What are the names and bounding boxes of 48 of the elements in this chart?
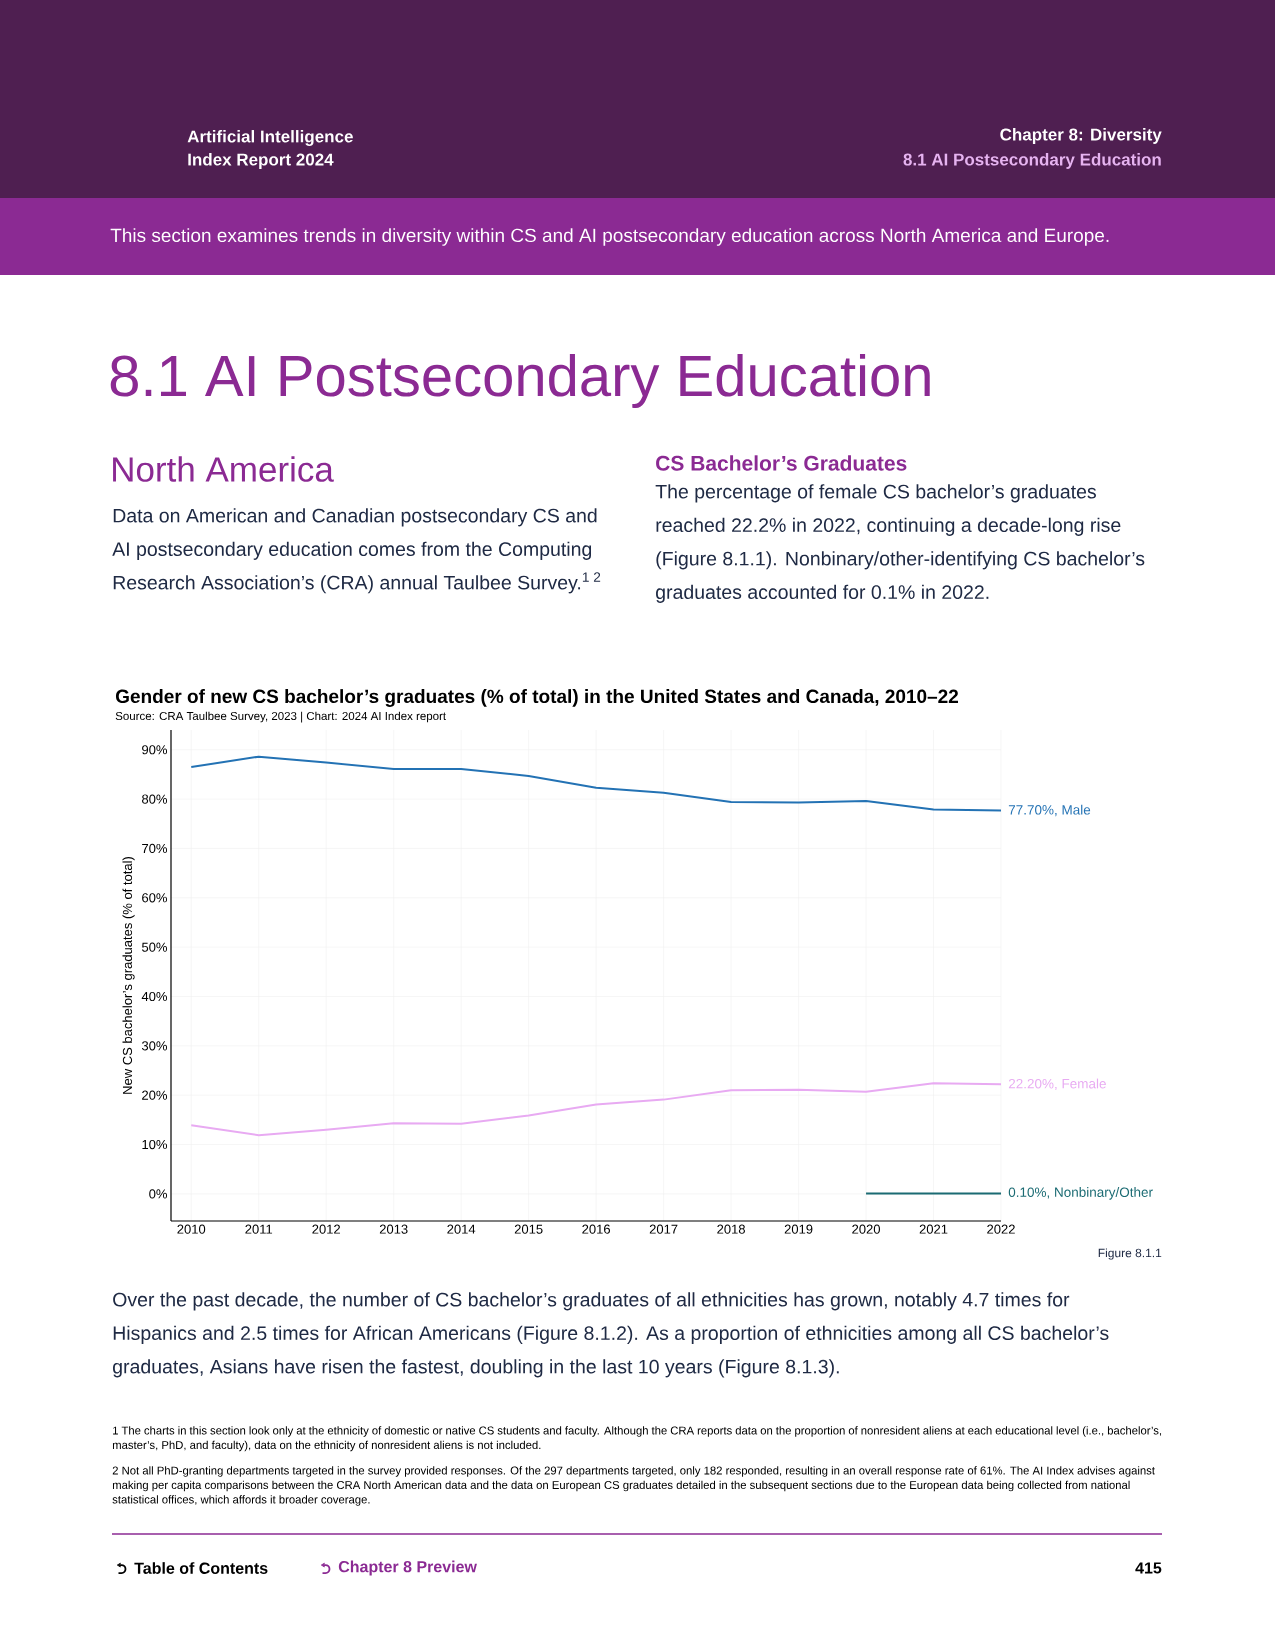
x-tick-label: 2011 xyxy=(245,1224,273,1234)
data-label: 0.10%, Nonbinary/Other xyxy=(1008,1187,1153,1200)
x-tick-label: 2012 xyxy=(312,1224,341,1234)
text: 415 xyxy=(1135,1562,1162,1574)
x-tick-label: 2020 xyxy=(852,1224,880,1234)
text: Over the past decade, the number of CS bachelor’s graduates of all ethnicities has grown, notably 4.7 times for Hispanics and 2.5 times for African Americans (Figure 8.1.2). As a proportion of ethnicities among all CS bachelor’s graduates, Asians have risen the fastest, doubling in the last 10 years (Figure 8.1.3). xyxy=(113,1292,1109,1378)
x-tick-label: 2021 xyxy=(919,1224,948,1234)
text: Index Report 2024 xyxy=(188,153,334,169)
x-tick-label: 2014 xyxy=(447,1224,476,1234)
text: Chapter 8 Preview xyxy=(338,1560,477,1576)
text: Data on American and Canadian postsecondary CS and AI postsecondary education comes from the Computing Research Association’s (CRA) annual Taulbee Survey.$^{1 2}$ xyxy=(112,508,601,594)
x-tick-label: 2013 xyxy=(379,1224,408,1234)
chart-title: Gender of new CS bachelor’s graduates (% of total) in the United States and Canada, 2010–22 xyxy=(115,689,959,707)
text: This section examines trends in diversity within CS and AI postsecondary education across North America and Europe. xyxy=(110,228,1109,246)
data-label: 77.70%, Male xyxy=(1008,804,1091,817)
line-series xyxy=(190,755,1003,812)
text: Table of Contents xyxy=(134,1562,268,1574)
text: CS Bachelor’s Graduates xyxy=(656,455,907,471)
y-tick-label: 40% xyxy=(141,991,168,1002)
y-axis-title: New CS bachelor’s graduates (% of total) xyxy=(122,857,135,1094)
y-tick-label: 20% xyxy=(142,1090,168,1100)
data-label: 22.20%, Female xyxy=(1008,1078,1106,1091)
y-tick-label: 50% xyxy=(141,942,168,952)
text: 2 Not all PhD-granting departments targeted in the survey provided responses. Of the 297 departments targeted, only 182 responded, resulting in an overall response rate of 61%. The AI Index advises against making per capita comparisons between the CRA North American data and the data on European CS graduates detailed in the subsequent sections due to the European data being collected from national statistical offices, which affords it broader coverage. xyxy=(112,1466,1155,1506)
x-tick-label: 2018 xyxy=(717,1224,745,1234)
x-tick-label: 2015 xyxy=(514,1224,543,1234)
text: 8.1 AI Postsecondary Education xyxy=(903,153,1161,169)
y-tick-label: 80% xyxy=(142,794,168,804)
text: Artificial Intelligence xyxy=(187,130,353,146)
chart-subtitle: Source: CRA Taulbee Survey, 2023 | Chart: 2024 AI Index report xyxy=(115,711,446,723)
y-tick-label: 0% xyxy=(149,1189,168,1199)
text: The percentage of female CS bachelor’s graduates reached 22.2% in 2022, continuing a decade-long rise (Figure 8.1.1). Nonbinary/other-identifying CS bachelor’s graduates accounted for 0.1% in 2022. xyxy=(655,484,1145,603)
x-tick-label: 2017 xyxy=(649,1224,678,1234)
y-tick-label: 60% xyxy=(142,893,168,903)
line-series xyxy=(190,1082,1003,1137)
y-tick-label: 90% xyxy=(142,745,168,755)
caption: Figure 8.1.1 xyxy=(1098,1248,1162,1260)
y-tick-label: 30% xyxy=(141,1041,168,1051)
x-tick-label: 2010 xyxy=(177,1224,206,1234)
x-tick-label: 2019 xyxy=(784,1224,813,1234)
text: Chapter 8: Diversity xyxy=(1000,128,1162,144)
y-tick-label: 10% xyxy=(142,1139,168,1150)
text: North America xyxy=(113,456,334,482)
x-tick-label: 2022 xyxy=(987,1224,1015,1234)
x-tick-label: 2016 xyxy=(582,1224,611,1234)
y-tick-label: 70% xyxy=(142,843,168,854)
text: 8.1 AI Postsecondary Education xyxy=(110,353,930,409)
text: 1 The charts in this section look only at the ethnicity of domestic or native CS students and faculty. Although the CRA reports data on the proportion of nonresident aliens at each educational level (i.e., bachelor’s, master’s, PhD, and faculty), data on the ethnicity of nonresident aliens is not included. xyxy=(112,1426,1162,1452)
